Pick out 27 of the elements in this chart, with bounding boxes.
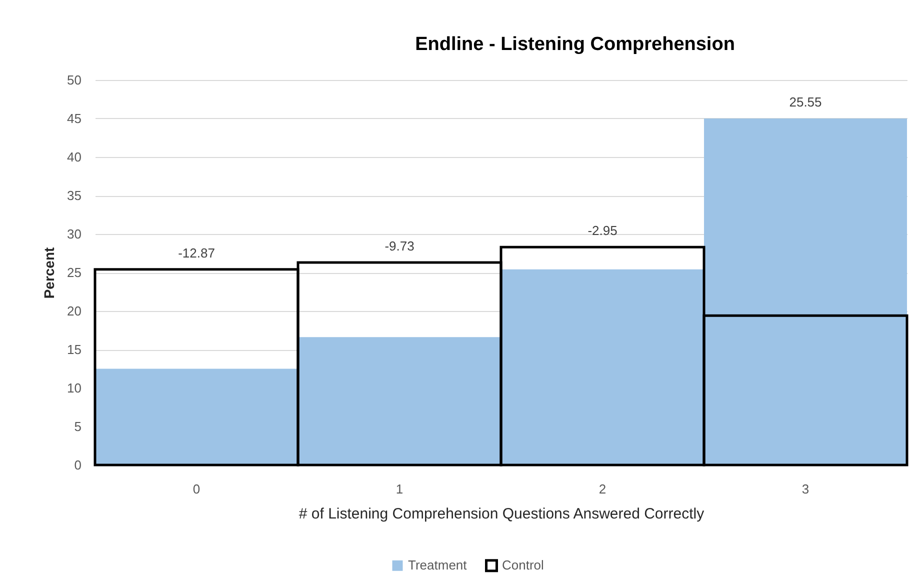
y-tick-label: 15 xyxy=(67,342,82,357)
x-tick-label: 2 xyxy=(598,482,606,496)
y-tick-label: 45 xyxy=(67,111,82,126)
annotation: -12.87 xyxy=(178,245,215,260)
x-tick-label: 1 xyxy=(396,482,404,496)
annotation: -2.95 xyxy=(588,223,618,238)
annotation: 25.55 xyxy=(789,94,822,110)
chart-title: Endline - Listening Comprehension xyxy=(415,34,735,55)
x-axis-title: # of Listening Comprehension Questions Answered Correctly xyxy=(298,506,705,522)
y-axis-title: Percent xyxy=(41,246,58,299)
y-tick-label: 40 xyxy=(67,150,82,164)
y-tick-label: 25 xyxy=(67,265,82,280)
y-tick-label: 50 xyxy=(67,72,82,88)
y-tick-label: 30 xyxy=(67,226,82,242)
y-tick-label: 10 xyxy=(67,380,82,396)
bar xyxy=(704,118,907,465)
x-tick-label: 3 xyxy=(802,482,810,496)
legend-label: Control xyxy=(502,558,544,573)
y-tick-label: 35 xyxy=(67,188,82,203)
y-tick-label: 20 xyxy=(67,304,82,318)
x-tick-label: 0 xyxy=(192,482,200,496)
legend-label: Treatment xyxy=(408,558,468,573)
bar xyxy=(298,337,501,465)
y-tick-label: 5 xyxy=(74,419,82,434)
y-tick-label: 0 xyxy=(74,458,82,472)
annotation: -9.73 xyxy=(384,238,414,254)
bar xyxy=(95,368,298,465)
